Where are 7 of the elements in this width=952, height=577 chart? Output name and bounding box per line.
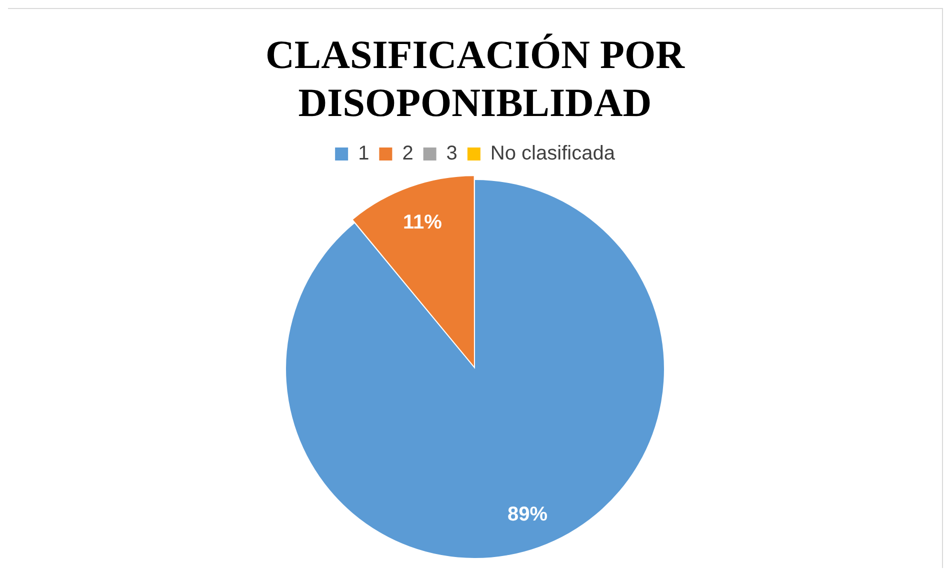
legend-label: No clasificada: [490, 142, 616, 165]
data-label: 89%: [507, 503, 548, 526]
chart-title: CLASIFICACIÓN POR DISOPONIBLIDAD: [264, 31, 686, 127]
legend-label: 1: [358, 142, 370, 165]
legend-label: 3: [446, 142, 458, 165]
data-label: 11%: [403, 212, 442, 234]
legend-label: 2: [402, 142, 414, 165]
